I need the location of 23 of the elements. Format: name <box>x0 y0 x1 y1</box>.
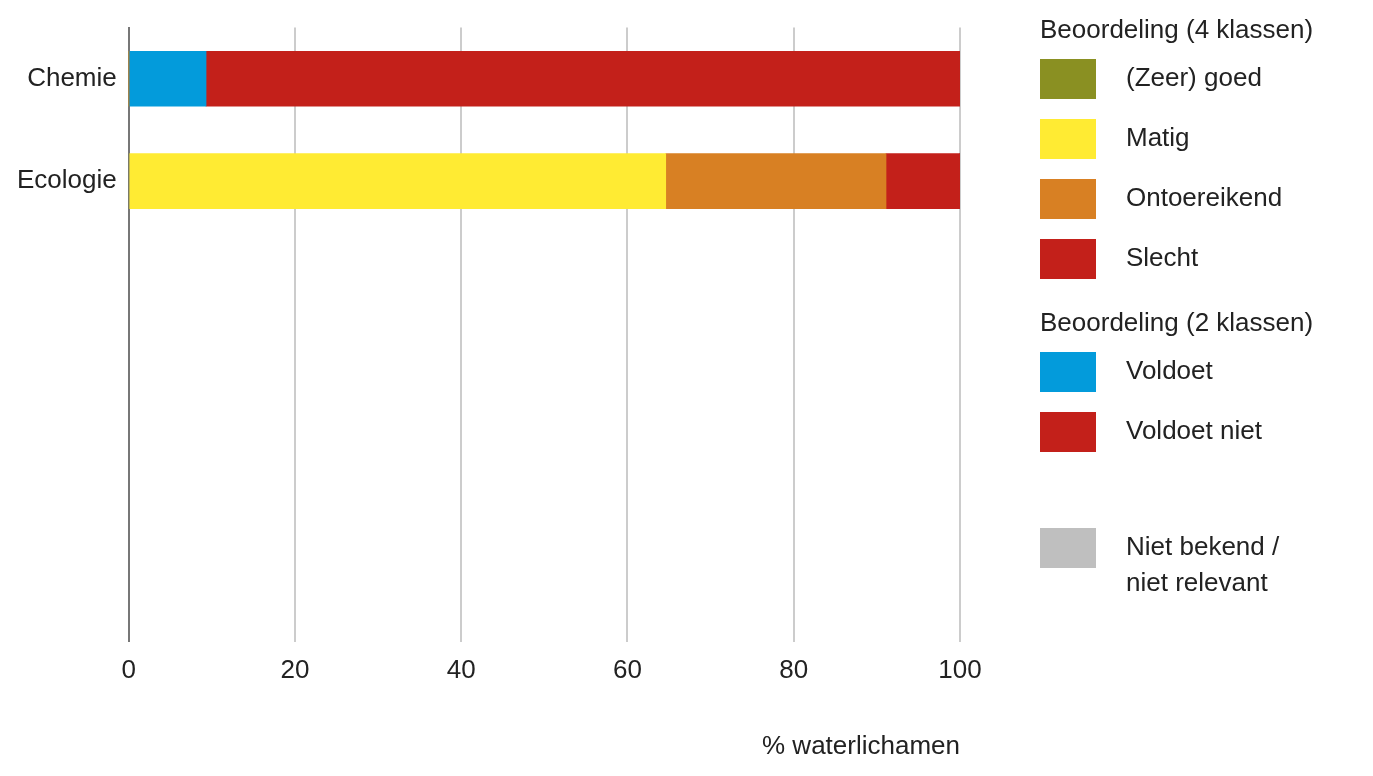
legend-label: Niet bekend / niet relevant <box>1126 530 1281 599</box>
y-tick-label: Chemie <box>27 61 117 92</box>
x-tick-label: 0 <box>121 654 136 685</box>
y-tick-label: Ecologie <box>17 164 117 195</box>
x-axis-title: % waterlichamen <box>762 729 960 760</box>
legend-label: (Zeer) goed <box>1126 61 1262 94</box>
legend-label: Voldoet niet <box>1126 414 1262 447</box>
bar <box>129 153 667 209</box>
legend-label: Matig <box>1126 121 1190 154</box>
bar <box>885 153 960 209</box>
legend-label: Voldoet <box>1126 354 1213 387</box>
legend-label: Slecht <box>1126 241 1199 274</box>
bar <box>665 153 887 209</box>
x-tick-label: 20 <box>280 654 310 685</box>
x-tick-label: 80 <box>779 654 809 685</box>
bar <box>205 50 960 107</box>
legend-label: Ontoereikend <box>1126 181 1283 214</box>
x-tick-label: 60 <box>613 654 642 685</box>
x-tick-label: 40 <box>446 654 476 685</box>
x-tick-label: 100 <box>938 654 982 685</box>
bar <box>129 50 207 107</box>
text: Beoordeling (2 klassen) <box>1040 307 1315 338</box>
legend-title: Beoordeling (4 klassen) <box>1040 14 1315 45</box>
